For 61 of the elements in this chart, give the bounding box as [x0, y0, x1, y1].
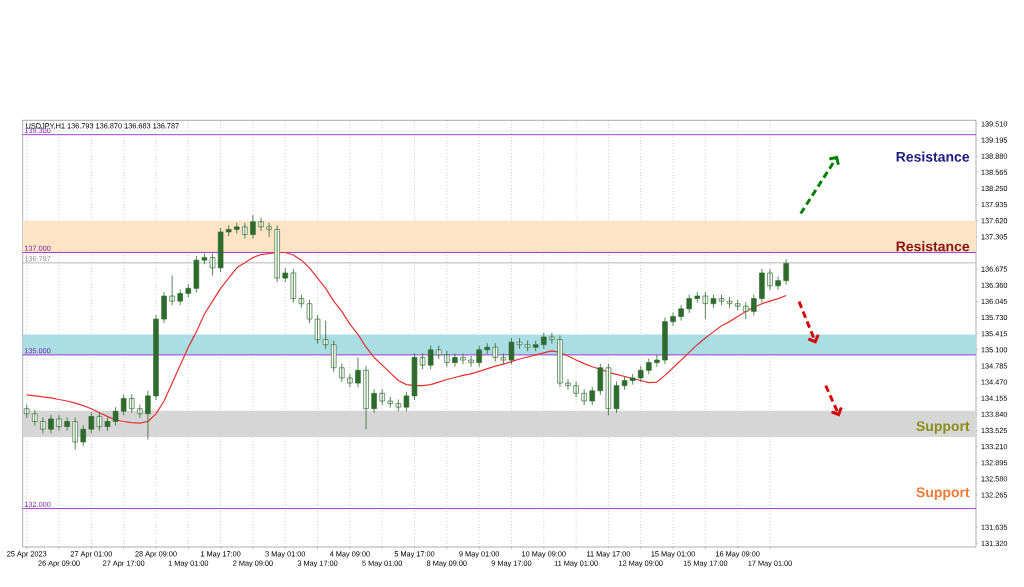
candlestick	[646, 358, 652, 375]
candlestick	[32, 409, 38, 427]
candlestick	[72, 417, 78, 451]
candlestick	[419, 352, 426, 370]
candlestick	[379, 388, 385, 406]
candlestick	[742, 301, 749, 320]
candlestick	[137, 404, 143, 419]
candlestick	[96, 411, 103, 432]
candlestick	[468, 355, 474, 368]
candlestick	[726, 296, 733, 309]
candlestick	[581, 388, 587, 406]
candlestick	[629, 373, 636, 386]
candlestick	[217, 227, 224, 273]
candlestick	[258, 217, 264, 232]
annotation: Resistance	[896, 241, 970, 252]
candlestick	[702, 291, 709, 320]
candlestick	[460, 352, 466, 365]
candlestick	[330, 340, 337, 373]
candlestick	[589, 386, 596, 406]
candlestick	[435, 345, 442, 360]
candlestick	[524, 340, 531, 352]
candlestick	[549, 332, 555, 345]
candlestick	[444, 350, 450, 368]
candlestick	[427, 345, 434, 370]
candlestick	[274, 224, 280, 283]
candlestick	[734, 299, 741, 311]
candlestick	[128, 393, 135, 414]
candlestick	[339, 363, 345, 383]
candlestick	[298, 294, 305, 309]
candlestick	[694, 291, 701, 304]
candlestick	[395, 399, 402, 412]
candlestick	[654, 354, 660, 368]
annotation: Support	[916, 421, 970, 434]
candlestick	[290, 268, 297, 304]
candlestick	[177, 288, 183, 306]
candlestick	[605, 363, 612, 416]
candlestick	[322, 320, 329, 350]
candlestick	[185, 283, 192, 298]
candlestick	[120, 393, 127, 416]
candlestick	[88, 411, 95, 434]
candlestick	[597, 363, 604, 396]
candlestick	[500, 352, 507, 365]
candlestick	[112, 406, 119, 427]
candlestick	[532, 340, 539, 352]
candlestick	[80, 424, 87, 447]
annotation: Resistance	[896, 151, 970, 162]
candlestick	[565, 378, 571, 391]
candlestick	[387, 396, 394, 409]
candlestick	[23, 404, 30, 419]
annotation: Support	[916, 487, 970, 501]
candlestick	[751, 294, 757, 316]
candlestick	[266, 222, 272, 238]
candlestick	[492, 342, 499, 362]
candlestick	[686, 294, 692, 314]
candlestick	[637, 365, 644, 383]
candlestick	[282, 267, 289, 283]
candlestick	[104, 417, 111, 432]
candlestick	[225, 224, 232, 237]
candlestick	[193, 255, 200, 293]
candlestick	[541, 332, 547, 350]
candlestick	[234, 222, 240, 234]
